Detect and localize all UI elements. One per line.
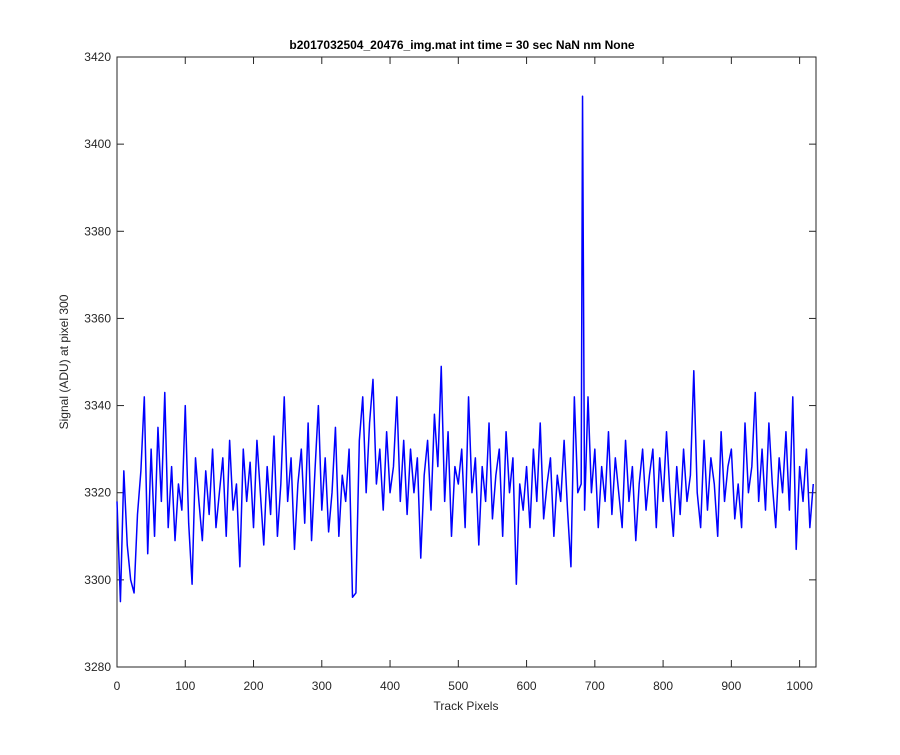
x-tick-label: 1000 [786,679,813,693]
x-tick-label: 400 [380,679,400,693]
plot-frame [116,56,817,668]
x-tick-label: 0 [114,679,121,693]
x-tick-label: 600 [517,679,537,693]
x-axis-label: Track Pixels [434,699,499,713]
chart-title: b2017032504_20476_img.mat int time = 30 … [289,38,635,52]
y-tick-label: 3400 [84,137,111,151]
x-tick-label: 500 [448,679,468,693]
y-tick-label: 3380 [84,224,111,238]
y-tick-label: 3320 [84,486,111,500]
y-axis-label: Signal (ADU) at pixel 300 [57,294,71,429]
x-tick-label: 900 [721,679,741,693]
data-line [116,95,815,603]
y-tick-label: 3360 [84,311,111,325]
x-tick-label: 300 [312,679,332,693]
y-tick-label: 3300 [84,573,111,587]
x-tick-label: 800 [653,679,673,693]
y-tick-label: 3420 [84,50,111,64]
x-tick-label: 700 [585,679,605,693]
y-tick-label: 3280 [84,660,111,674]
x-tick-label: 100 [175,679,195,693]
x-tick-label: 200 [244,679,264,693]
y-tick-label: 3340 [84,399,111,413]
